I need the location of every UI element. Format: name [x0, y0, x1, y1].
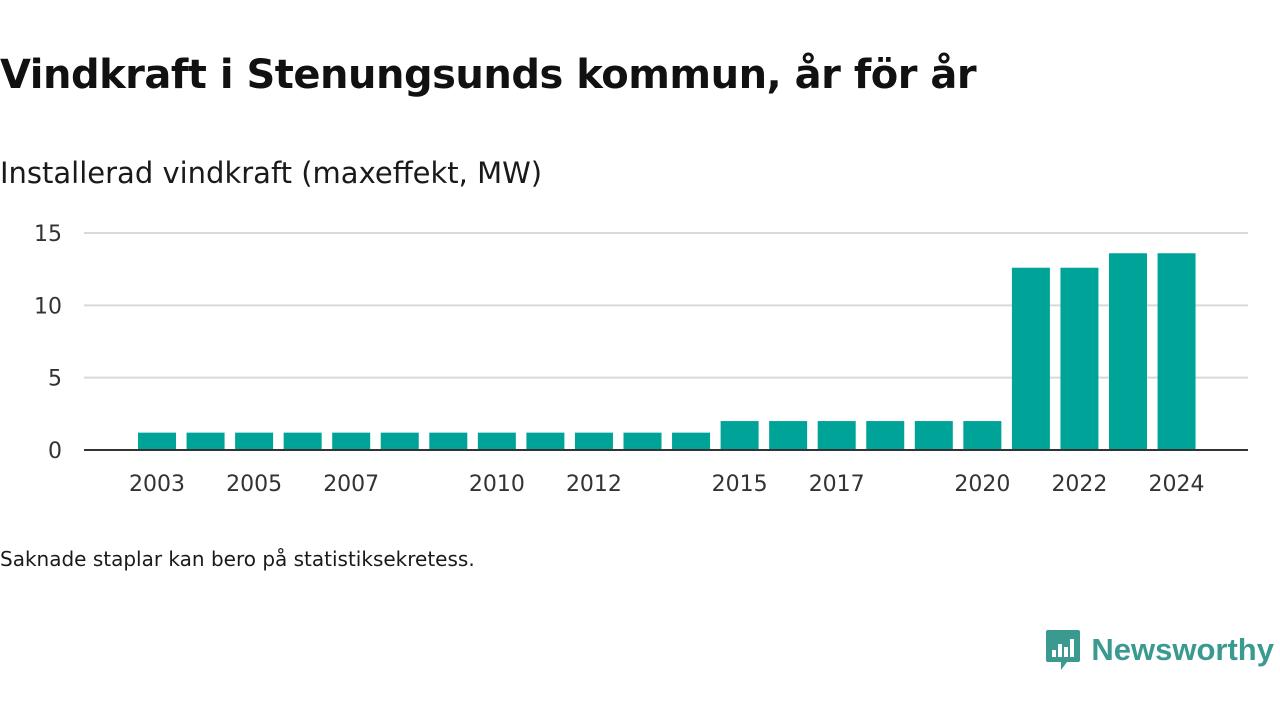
x-tick-label: 2020	[954, 472, 1010, 497]
bar-2017	[817, 421, 856, 450]
chart-subtitle: Installerad vindkraft (maxeffekt, MW)	[0, 156, 543, 190]
x-tick-label: 2003	[129, 472, 185, 497]
bar-2007	[332, 432, 371, 450]
gridlines	[84, 232, 1248, 379]
x-tick-label: 2007	[323, 472, 379, 497]
bar-2018	[866, 421, 905, 450]
bar-2008	[380, 432, 419, 450]
bar-2023	[1109, 253, 1147, 450]
y-tick-label: 15	[34, 222, 62, 247]
bar-2022	[1060, 267, 1099, 450]
bar-2013	[623, 432, 662, 450]
x-tick-label: 2024	[1149, 472, 1205, 497]
bar-2011	[526, 432, 565, 450]
y-tick-label: 5	[48, 367, 62, 392]
bar-2005	[235, 432, 274, 450]
footnote: Saknade staplar kan bero på statistiksek…	[0, 547, 475, 571]
bar-2009	[429, 432, 468, 450]
bar-2024	[1157, 253, 1196, 450]
bar-2010	[477, 432, 516, 450]
bar-2019	[914, 421, 953, 450]
bars	[138, 253, 1196, 450]
chart-title: Vindkraft i Stenungsunds kommun, år för …	[0, 52, 977, 98]
bar-2012	[574, 432, 613, 450]
brand-logo: Newsworthy	[1045, 628, 1274, 672]
bar-2020	[963, 421, 1002, 450]
x-tick-label: 2010	[469, 472, 525, 497]
bar-2015	[720, 421, 759, 450]
brand-name: Newsworthy	[1091, 632, 1274, 667]
y-tick-label: 0	[48, 439, 62, 464]
y-tick-label: 10	[34, 294, 62, 319]
bar-2003	[138, 432, 176, 450]
x-tick-label: 2012	[566, 472, 622, 497]
x-tick-label: 2017	[809, 472, 865, 497]
newsworthy-logo-icon	[1046, 630, 1081, 670]
axes: 0 5 10 15 2003 2005 2007 2010 2012 2015 2017 2020 20…	[34, 222, 1248, 497]
x-tick-label: 2015	[712, 472, 768, 497]
bar-2016	[769, 421, 808, 450]
bar-chart: 0 5 10 15 2003 2005 2007 2010 2012 2015 2017 2020 20…	[34, 222, 1248, 497]
x-tick-label: 2005	[226, 472, 282, 497]
bar-2021	[1011, 267, 1050, 450]
bar-2004	[186, 432, 225, 450]
bar-2014	[672, 432, 711, 450]
bar-2006	[283, 432, 322, 450]
x-tick-label: 2022	[1051, 472, 1107, 497]
